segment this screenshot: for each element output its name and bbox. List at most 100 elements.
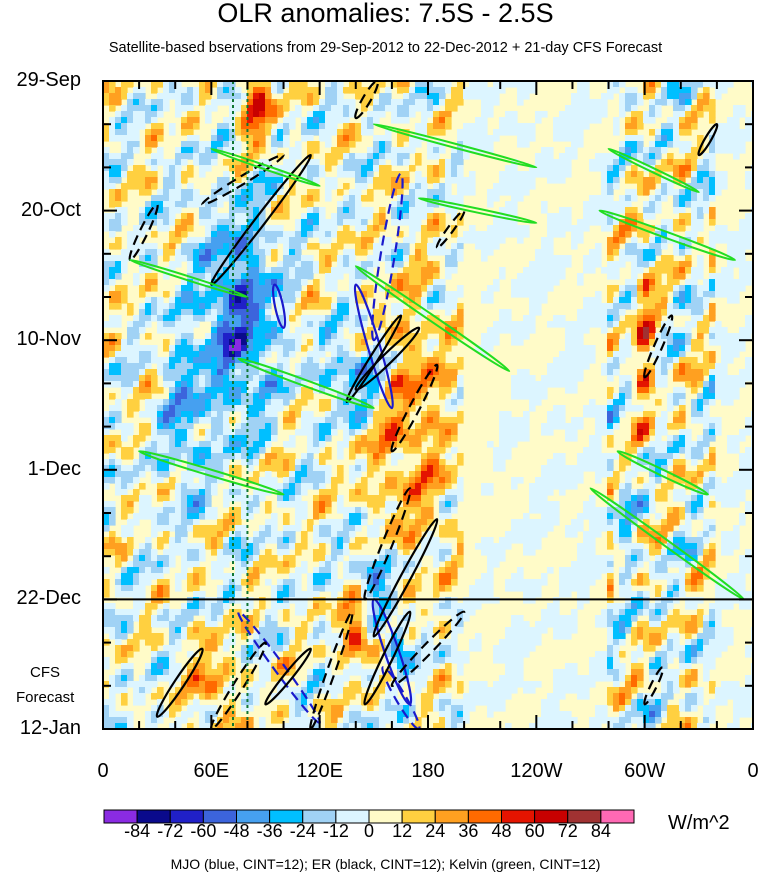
heatmap-cell bbox=[223, 423, 230, 430]
heatmap-cell bbox=[151, 345, 158, 352]
heatmap-cell bbox=[271, 111, 278, 118]
heatmap-cell bbox=[403, 117, 410, 124]
heatmap-cell bbox=[337, 105, 344, 112]
heatmap-cell bbox=[679, 87, 686, 94]
heatmap-cell bbox=[631, 129, 638, 136]
heatmap-cell bbox=[709, 369, 716, 376]
heatmap-cell bbox=[601, 471, 608, 478]
heatmap-cell bbox=[271, 267, 278, 274]
heatmap-cell bbox=[415, 483, 422, 490]
heatmap-cell bbox=[301, 477, 308, 484]
heatmap-cell bbox=[505, 189, 512, 196]
heatmap-cell bbox=[709, 477, 716, 484]
heatmap-cell bbox=[271, 273, 278, 280]
heatmap-cell bbox=[367, 399, 374, 406]
heatmap-cell bbox=[313, 105, 320, 112]
heatmap-cell bbox=[367, 459, 374, 466]
heatmap-cell bbox=[211, 321, 218, 328]
heatmap-cell bbox=[565, 213, 572, 220]
heatmap-cell bbox=[673, 297, 680, 304]
heatmap-cell bbox=[223, 417, 230, 424]
heatmap-cell bbox=[721, 273, 728, 280]
heatmap-cell bbox=[325, 195, 332, 202]
heatmap-cell bbox=[115, 477, 122, 484]
heatmap-cell bbox=[559, 315, 566, 322]
heatmap-cell bbox=[421, 123, 428, 130]
heatmap-cell bbox=[499, 441, 506, 448]
heatmap-cell bbox=[301, 273, 308, 280]
heatmap-cell bbox=[247, 141, 254, 148]
heatmap-cell bbox=[433, 381, 440, 388]
heatmap-cell bbox=[217, 375, 224, 382]
heatmap-cell bbox=[421, 309, 428, 316]
heatmap-cell bbox=[283, 159, 290, 166]
heatmap-cell bbox=[727, 147, 734, 154]
heatmap-cell bbox=[229, 201, 236, 208]
heatmap-cell bbox=[355, 279, 362, 286]
heatmap-cell bbox=[409, 435, 416, 442]
heatmap-cell bbox=[217, 465, 224, 472]
heatmap-cell bbox=[229, 105, 236, 112]
heatmap-cell bbox=[673, 93, 680, 100]
heatmap-cell bbox=[523, 231, 530, 238]
heatmap-cell bbox=[691, 231, 698, 238]
heatmap-cell bbox=[637, 243, 644, 250]
heatmap-cell bbox=[649, 177, 656, 184]
heatmap-cell bbox=[175, 429, 182, 436]
heatmap-cell bbox=[205, 399, 212, 406]
heatmap-cell bbox=[361, 117, 368, 124]
heatmap-cell bbox=[691, 279, 698, 286]
heatmap-cell bbox=[325, 363, 332, 370]
heatmap-cell bbox=[319, 435, 326, 442]
heatmap-cell bbox=[289, 189, 296, 196]
heatmap-cell bbox=[625, 303, 632, 310]
heatmap-cell bbox=[643, 159, 650, 166]
heatmap-cell bbox=[241, 459, 248, 466]
heatmap-cell bbox=[703, 327, 710, 334]
heatmap-cell bbox=[307, 387, 314, 394]
heatmap-cell bbox=[169, 327, 176, 334]
heatmap-cell bbox=[151, 459, 158, 466]
heatmap-cell bbox=[199, 207, 206, 214]
heatmap-cell bbox=[271, 285, 278, 292]
heatmap-cell bbox=[157, 189, 164, 196]
heatmap-cell bbox=[385, 369, 392, 376]
heatmap-cell bbox=[451, 255, 458, 262]
heatmap-cell bbox=[235, 375, 242, 382]
heatmap-cell bbox=[403, 111, 410, 118]
heatmap-cell bbox=[253, 303, 260, 310]
heatmap-cell bbox=[289, 435, 296, 442]
heatmap-cell bbox=[649, 423, 656, 430]
heatmap-cell bbox=[295, 111, 302, 118]
heatmap-cell bbox=[451, 303, 458, 310]
heatmap-cell bbox=[217, 279, 224, 286]
heatmap-cell bbox=[145, 381, 152, 388]
heatmap-cell bbox=[643, 327, 650, 334]
heatmap-cell bbox=[451, 321, 458, 328]
heatmap-cell bbox=[253, 219, 260, 226]
heatmap-cell bbox=[265, 183, 272, 190]
heatmap-cell bbox=[139, 183, 146, 190]
heatmap-cell bbox=[121, 351, 128, 358]
heatmap-cell bbox=[553, 159, 560, 166]
heatmap-cell bbox=[649, 105, 656, 112]
heatmap-cell bbox=[181, 351, 188, 358]
heatmap-cell bbox=[439, 375, 446, 382]
heatmap-cell bbox=[709, 81, 716, 88]
heatmap-cell bbox=[691, 405, 698, 412]
heatmap-cell bbox=[433, 357, 440, 364]
heatmap-cell bbox=[667, 189, 674, 196]
heatmap-cell bbox=[145, 321, 152, 328]
heatmap-cell bbox=[175, 375, 182, 382]
heatmap-cell bbox=[343, 249, 350, 256]
heatmap-cell bbox=[739, 381, 746, 388]
heatmap-cell bbox=[655, 351, 662, 358]
heatmap-cell bbox=[601, 213, 608, 220]
heatmap-cell bbox=[301, 213, 308, 220]
heatmap-cell bbox=[271, 315, 278, 322]
heatmap-cell bbox=[613, 333, 620, 340]
heatmap-cell bbox=[337, 147, 344, 154]
heatmap-cell bbox=[103, 483, 110, 490]
heatmap-cell bbox=[589, 195, 596, 202]
heatmap-cell bbox=[361, 153, 368, 160]
